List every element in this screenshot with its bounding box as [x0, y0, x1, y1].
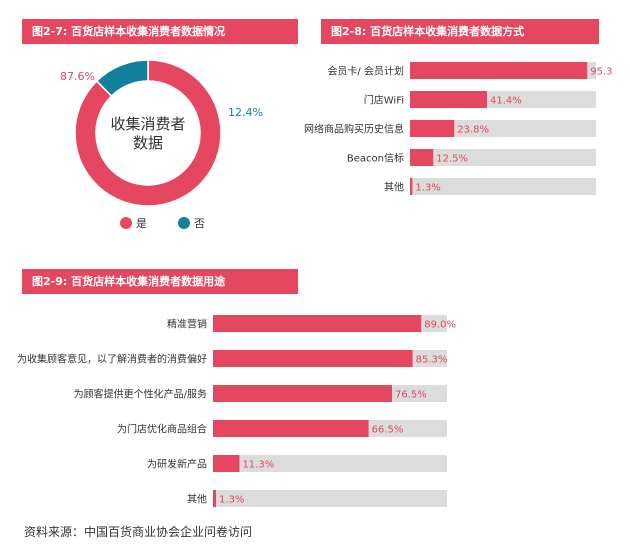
usage-category-label: 为门店优化商品组合: [117, 423, 207, 436]
usage-bar: [213, 420, 369, 437]
source-note: 资料来源：中国百货商业协会企业问卷访问: [24, 525, 253, 539]
method-track: [410, 120, 596, 137]
legend-label-no: 否: [194, 217, 205, 230]
method-track: [410, 149, 596, 166]
slice-label-yes: 87.6%: [60, 70, 95, 83]
method-value-label: 95.3: [590, 67, 612, 78]
legend-marker-yes: [120, 217, 132, 229]
legend-label-yes: 是: [136, 217, 147, 230]
usage-category-label: 为研发新产品: [147, 458, 207, 471]
usage-value-label: 11.3%: [242, 460, 274, 471]
method-bar: [410, 149, 434, 166]
donut-center-label: 数据: [133, 134, 163, 152]
method-bar: [410, 62, 588, 79]
slice-label-no: 12.4%: [228, 106, 263, 119]
usage-bar: [213, 385, 393, 402]
usage-value-label: 66.5%: [372, 425, 404, 436]
usage-track: [213, 490, 447, 507]
donut-slice-yes: [74, 59, 222, 207]
method-bar: [410, 120, 455, 137]
usage-bar: [213, 350, 413, 367]
usage-track: [213, 455, 447, 472]
method-category-label: Beacon信标: [347, 153, 404, 165]
method-category-label: 其他: [384, 181, 404, 194]
usage-bar: [213, 315, 422, 332]
method-value-label: 41.4%: [490, 96, 522, 107]
collection-methods-bar-chart: 会员卡/ 会员计划 95.3 门店WiFi 41.4% 网络商品购买历史信息 23.8% B…: [304, 62, 613, 195]
method-value-label: 23.8%: [457, 125, 489, 136]
method-category-label: 网络商品购买历史信息: [304, 123, 404, 136]
usage-category-label: 其他: [187, 493, 207, 506]
usage-category-label: 为顾客提供更个性化产品/服务: [74, 388, 207, 401]
method-category-label: 门店WiFi: [364, 94, 404, 107]
usage-value-label: 85.3%: [416, 355, 448, 366]
usage-value-label: 1.3%: [219, 495, 244, 506]
method-value-label: 1.3%: [415, 183, 440, 194]
figure-2-9-header: 图2-9: 百货店样本收集消费者数据用途: [22, 269, 298, 294]
figure-2-7-header: 图2-7: 百货店样本收集消费者数据情况: [22, 19, 298, 44]
usage-bar: [213, 490, 217, 507]
method-value-label: 12.5%: [436, 154, 468, 165]
usage-value-label: 89.0%: [424, 320, 456, 331]
data-usage-bar-chart: 精准营销 89.0% 为收集顾客意见，以了解消费者的消费偏好 85.3% 为顾客提供更个…: [17, 315, 456, 507]
method-category-label: 会员卡/ 会员计划: [327, 65, 404, 78]
method-track: [410, 178, 596, 195]
donut-slice-no: [95, 59, 149, 98]
legend-marker-no: [178, 217, 190, 229]
usage-bar: [213, 455, 240, 472]
usage-category-label: 为收集顾客意见，以了解消费者的消费偏好: [17, 353, 207, 366]
usage-category-label: 精准营销: [167, 318, 207, 331]
usage-value-label: 76.5%: [395, 390, 427, 401]
method-bar: [410, 178, 413, 195]
method-bar: [410, 91, 488, 108]
donut-center-label: 收集消费者: [110, 115, 185, 133]
figure-2-8-header: 图2-8: 百货店样本收集消费者数据方式: [321, 19, 599, 44]
